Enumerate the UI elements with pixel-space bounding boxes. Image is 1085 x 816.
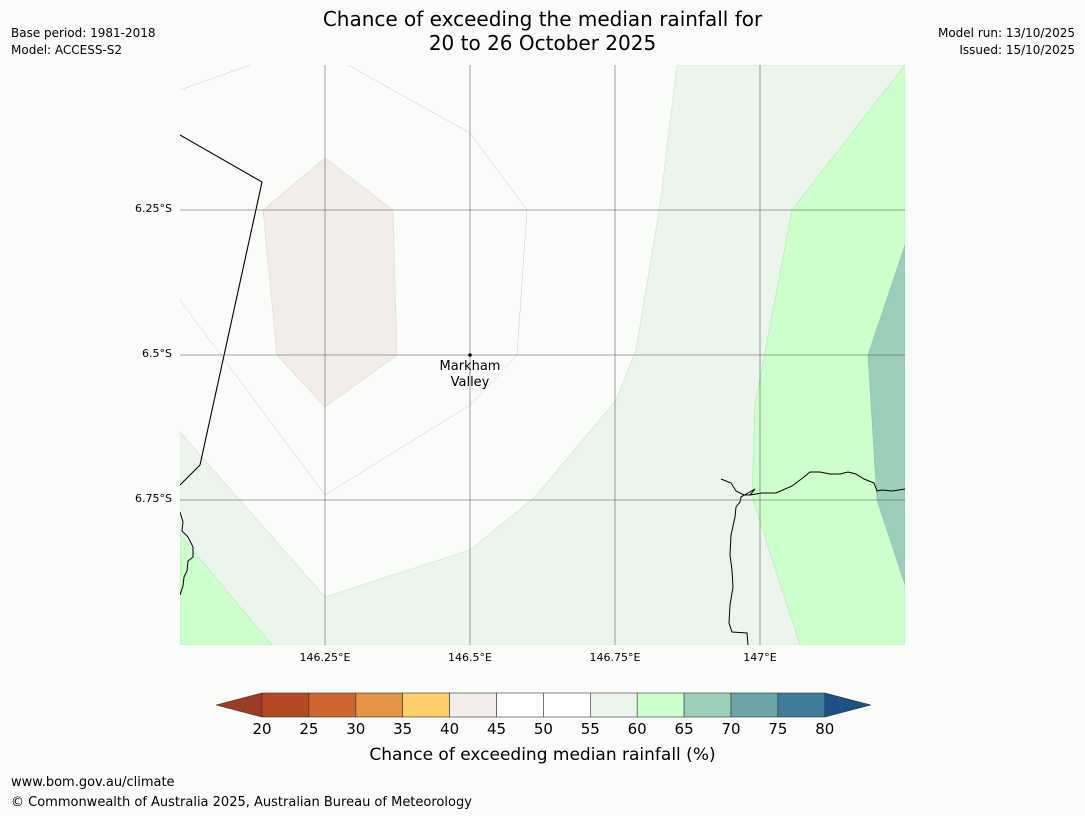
colorbar-segment [402,692,450,718]
colorbar-segment [683,692,732,718]
lat-label-675: 6.75°S [135,492,172,505]
model-run: Model run: 13/10/2025 [937,26,1075,40]
contour-45 [179,64,251,91]
colorbar-tick-label: 65 [674,720,694,738]
title-line-1: Chance of exceeding the median rainfall … [322,7,763,31]
location-marker [468,353,472,357]
footer-url[interactable]: www.bom.gov.au/climate [11,775,175,790]
lon-label-1465: 146.5°E [448,651,492,664]
colorbar-tick-label: 75 [768,720,788,738]
colorbar-tick-label: 50 [533,720,553,738]
colorbar-tick-label: 60 [627,720,647,738]
coastline-southwest [179,511,194,596]
colorbar-tick-label: 30 [346,720,366,738]
lon-label-147: 147°E [743,651,777,664]
colorbar-tick-label: 35 [393,720,413,738]
map-title: Chance of exceeding the median rainfall … [0,7,1085,55]
colorbar-tick-label: 45 [486,720,507,738]
colorbar [216,692,871,718]
colorbar-segment [308,692,357,718]
place-label: Markham Valley [420,359,520,391]
colorbar-segment [261,692,310,718]
lon-label-14675: 146.75°E [589,651,641,664]
river-line-east [749,471,906,496]
footer-copyright: © Commonwealth of Australia 2025, Austra… [11,795,472,810]
place-label-line-2: Valley [450,375,490,390]
colorbar-segment [589,692,638,718]
colorbar-extend-low [216,692,263,718]
lat-label-650: 6.5°S [142,347,172,360]
colorbar-extend-high [824,692,871,718]
colorbar-label: Chance of exceeding median rainfall (%) [369,745,716,765]
colorbar-segment [777,692,826,718]
rainfall-map [179,64,906,646]
meta-right: Model run: 13/10/2025 Issued: 15/10/2025 [938,25,1075,59]
river-line [720,478,756,646]
colorbar-tick-label: 20 [252,720,272,738]
border-line [179,134,263,486]
colorbar-segment [636,692,685,718]
colorbar-tick-label: 40 [440,720,460,738]
issued-date: Issued: 15/10/2025 [959,43,1075,57]
colorbar-tick-label: 25 [299,720,319,738]
title-line-2: 20 to 26 October 2025 [428,31,657,55]
colorbar-segment [730,692,779,718]
colorbar-tick-label: 70 [721,720,741,738]
colorbar-segment [543,692,591,718]
colorbar-segments [216,692,871,718]
colorbar-tick-label: 55 [580,720,600,738]
colorbar-segment [355,692,404,718]
colorbar-tick-label: 80 [815,720,835,738]
colorbar-segment [496,692,544,718]
base-period: Base period: 1981-2018 [11,26,156,40]
colorbar-segment [449,692,497,718]
lat-label-625: 6.25°S [135,202,172,215]
lon-label-14625: 146.25°E [299,651,351,664]
map-canvas [179,64,906,646]
place-label-line-1: Markham [439,359,501,374]
model-name: Model: ACCESS-S2 [11,43,123,57]
meta-left: Base period: 1981-2018 Model: ACCESS-S2 [11,25,156,59]
